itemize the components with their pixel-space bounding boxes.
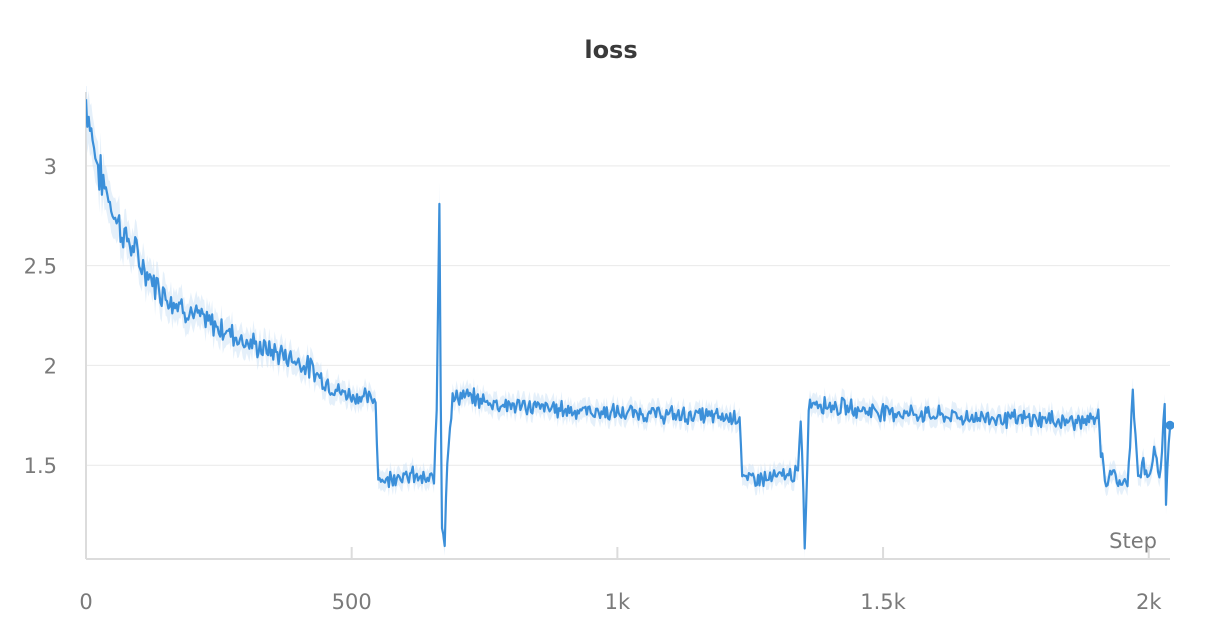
y-tick-label: 3 <box>44 155 57 179</box>
x-tick-label: 1.5k <box>860 590 906 614</box>
series-line-loss[interactable] <box>86 99 1172 550</box>
y-axis-ticks: 1.5 2 2.5 3 <box>24 155 57 478</box>
y-tick-label: 2.5 <box>24 255 57 279</box>
plot-area <box>86 86 1174 559</box>
x-tick-label: 500 <box>332 590 372 614</box>
x-tick-label: 1k <box>605 590 631 614</box>
y-tick-label: 1.5 <box>24 454 57 478</box>
x-tick-label: 0 <box>79 590 92 614</box>
chart-title: loss <box>584 36 637 64</box>
x-axis-ticks: 0 500 1k 1.5k 2k <box>79 547 1162 614</box>
x-axis-label: Step <box>1109 529 1157 553</box>
x-tick-label: 2k <box>1136 590 1162 614</box>
series-end-point <box>1165 420 1174 430</box>
series-min-max-band <box>86 86 1170 559</box>
y-tick-label: 2 <box>44 354 57 378</box>
